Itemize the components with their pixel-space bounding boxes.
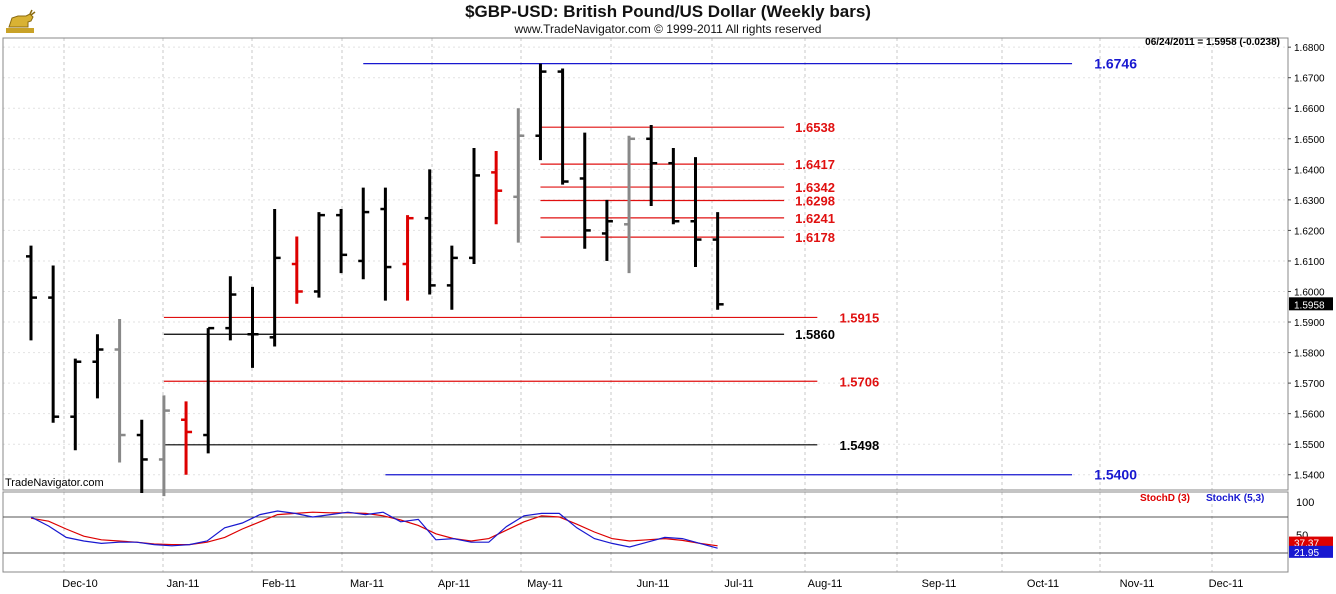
- time-tick-label: Nov-11: [1120, 578, 1155, 590]
- price-tick-label: 1.6100: [1294, 257, 1325, 268]
- stochk-value-box: [1289, 545, 1333, 558]
- copyright-text: www.TradeNavigator.com © 1999-2011 All r…: [514, 22, 822, 36]
- price-tick-label: 1.6000: [1294, 287, 1325, 298]
- time-tick-label: Jun-11: [637, 578, 670, 590]
- level-label: 1.6417: [795, 157, 835, 172]
- level-label: 1.5860: [795, 327, 835, 342]
- chart-title: $GBP-USD: British Pound/US Dollar (Weekl…: [465, 2, 871, 21]
- price-axis: 1.6800 1.6700 1.6600 1.6500 1.6400 1.6300 1.62…: [1288, 43, 1333, 559]
- price-tick-label: 1.6200: [1294, 226, 1325, 237]
- source-label: TradeNavigator.com: [5, 477, 104, 489]
- time-tick-label: Feb-11: [262, 578, 296, 590]
- time-tick-label: Jan-11: [167, 578, 200, 590]
- legend-stochk: StochK (5,3): [1206, 493, 1264, 504]
- level-label: 1.5498: [839, 438, 879, 453]
- chart-borders: [2, 37, 1289, 573]
- price-tick-label: 1.6600: [1294, 104, 1325, 115]
- price-tick-label: 1.6500: [1294, 135, 1325, 146]
- level-label: 1.6178: [795, 230, 835, 245]
- time-tick-label: Oct-11: [1027, 578, 1059, 590]
- stoch-line: [30, 510, 718, 549]
- price-tick-label: 1.5700: [1294, 379, 1325, 390]
- stoch-tick-label: 100: [1296, 497, 1314, 509]
- time-tick-label: Mar-11: [350, 578, 384, 590]
- level-label: 1.5706: [839, 374, 879, 389]
- current-price-label: 1.5958: [1294, 300, 1325, 311]
- stochastic-panel: [30, 510, 718, 549]
- level-label: 1.6298: [795, 193, 835, 208]
- grid-lines: [3, 38, 1288, 572]
- price-tick-label: 1.6700: [1294, 74, 1325, 85]
- stochd-value-box: [1289, 536, 1333, 549]
- time-tick-label: Dec-11: [1209, 578, 1244, 590]
- time-tick-label: Dec-10: [62, 578, 97, 590]
- price-tick-label: 1.5800: [1294, 349, 1325, 360]
- time-tick-label: Aug-11: [808, 578, 843, 590]
- current-price-box: [1289, 297, 1333, 311]
- price-tick-label: 1.5500: [1294, 440, 1325, 451]
- level-label: 1.6538: [795, 120, 835, 135]
- level-label: 1.5400: [1094, 467, 1137, 483]
- stochk-value-label: 21.95: [1294, 548, 1319, 559]
- price-bars: [26, 63, 724, 497]
- price-tick-label: 1.6300: [1294, 196, 1325, 207]
- price-panel-border: [2, 37, 1289, 491]
- level-label: 1.6241: [795, 211, 835, 226]
- level-label: 1.6342: [795, 180, 835, 195]
- last-quote: 06/24/2011 = 1.5958 (-0.0238): [1145, 37, 1280, 48]
- time-axis: Dec-10 Jan-11 Feb-11 Mar-11 Apr-11 May-11 Jun-…: [62, 578, 1243, 590]
- time-tick-label: Apr-11: [438, 578, 470, 590]
- level-label: 1.5915: [839, 310, 879, 325]
- time-tick-label: Sep-11: [922, 578, 957, 590]
- price-tick-label: 1.6800: [1294, 43, 1325, 54]
- price-tick-label: 1.5600: [1294, 410, 1325, 421]
- bull-logo-icon: [4, 4, 36, 36]
- level-label: 1.6746: [1094, 56, 1137, 72]
- stoch-legend: StochD (3) StochK (5,3): [1140, 493, 1264, 504]
- time-tick-label: May-11: [527, 578, 563, 590]
- price-tick-label: 1.5900: [1294, 318, 1325, 329]
- stoch-panel-border: [2, 491, 1289, 573]
- price-tick-label: 1.5400: [1294, 471, 1325, 482]
- price-tick-label: 1.6400: [1294, 165, 1325, 176]
- legend-stochd: StochD (3): [1140, 493, 1190, 504]
- time-tick-label: Jul-11: [724, 578, 753, 590]
- stochd-value-label: 37.37: [1294, 539, 1319, 550]
